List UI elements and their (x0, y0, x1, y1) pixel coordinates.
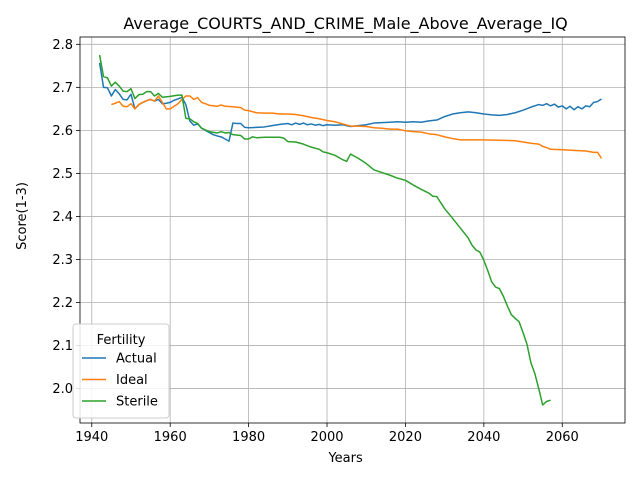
x-tick-label: 2040 (467, 430, 500, 445)
legend: Fertility Actual Ideal Sterile (72, 323, 170, 419)
legend-entries: Actual Ideal Sterile (82, 352, 158, 410)
x-tick-label: 1940 (75, 430, 108, 445)
legend-label-sterile: Sterile (116, 395, 158, 410)
legend-label-actual: Actual (116, 352, 157, 367)
y-tick-label: 2.4 (52, 210, 73, 225)
axis-ticks: 1940 1960 1980 2000 2020 2040 2060 2.0 2.1 2.2 2.3… (52, 38, 579, 445)
x-tick-label: 1960 (154, 430, 187, 445)
y-tick-label: 2.8 (52, 38, 73, 53)
legend-label-ideal: Ideal (116, 373, 148, 388)
y-tick-label: 2.6 (52, 124, 73, 139)
series-line-ideal (111, 95, 603, 159)
series-lines (98, 54, 603, 406)
series-line-sterile (98, 54, 551, 406)
y-tick-label: 2.5 (52, 167, 73, 182)
y-axis-label: Score(1-3) (15, 182, 30, 250)
legend-title: Fertility (97, 333, 146, 348)
x-tick-label: 2060 (546, 430, 579, 445)
x-tick-label: 2020 (389, 430, 422, 445)
y-tick-label: 2.3 (52, 253, 73, 268)
y-tick-label: 2.0 (52, 382, 73, 397)
y-tick-label: 2.1 (52, 339, 73, 354)
legend-box (72, 323, 170, 419)
x-tick-label: 1980 (232, 430, 265, 445)
chart-title: Average_COURTS_AND_CRIME_Male_Above_Aver… (123, 14, 567, 34)
grid (80, 37, 625, 423)
x-axis-label: Years (327, 451, 363, 466)
y-tick-label: 2.2 (52, 296, 73, 311)
y-tick-label: 2.7 (52, 81, 73, 96)
x-tick-label: 2000 (310, 430, 343, 445)
plot-frame (79, 36, 626, 424)
